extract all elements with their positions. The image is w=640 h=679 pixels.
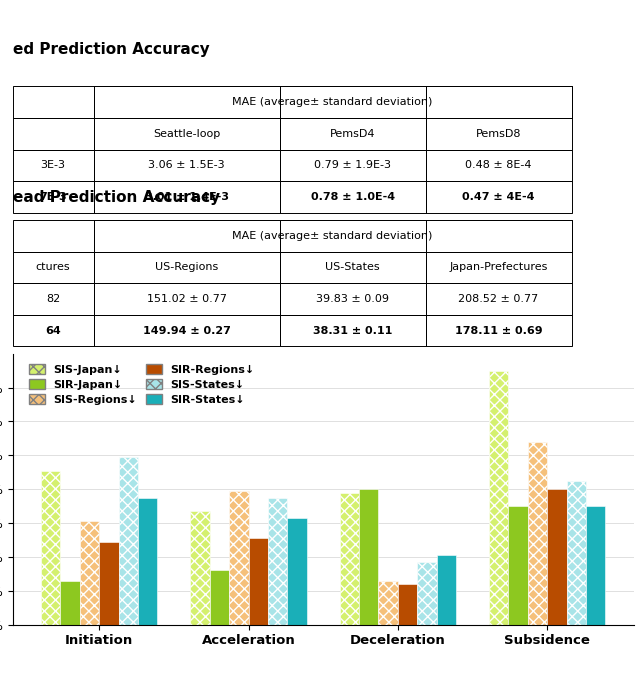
Bar	[280, 181, 426, 213]
Bar	[378, 581, 398, 625]
Bar	[93, 86, 280, 118]
Text: 149.94 ± 0.27: 149.94 ± 0.27	[143, 326, 230, 335]
Text: 3E-3: 3E-3	[41, 160, 66, 170]
Text: 0.79 ± 1.9E-3: 0.79 ± 1.9E-3	[314, 160, 391, 170]
Bar	[280, 86, 426, 118]
Text: 0.48 ± 8E-4: 0.48 ± 8E-4	[465, 160, 532, 170]
Bar	[268, 498, 287, 625]
Bar	[93, 118, 280, 149]
Bar	[93, 315, 280, 346]
Bar	[93, 220, 572, 252]
Bar	[13, 252, 93, 283]
Bar	[13, 181, 93, 213]
Bar	[417, 562, 436, 625]
Bar	[359, 490, 378, 625]
Bar	[547, 490, 566, 625]
Bar	[280, 283, 426, 315]
Bar	[210, 570, 229, 625]
Bar	[41, 471, 60, 625]
Text: Seattle-loop: Seattle-loop	[153, 129, 220, 139]
Bar	[13, 86, 93, 118]
Text: 3.06 ± 1.5E-3: 3.06 ± 1.5E-3	[148, 160, 225, 170]
Text: 0.78 ± 1.0E-4: 0.78 ± 1.0E-4	[310, 192, 395, 202]
Bar	[13, 283, 93, 315]
Text: 151.02 ± 0.77: 151.02 ± 0.77	[147, 294, 227, 304]
Bar	[13, 149, 93, 181]
Bar	[80, 521, 99, 625]
Text: 82: 82	[46, 294, 60, 304]
Bar	[13, 315, 93, 346]
Bar	[489, 371, 508, 625]
Bar	[93, 283, 280, 315]
Text: PemsD8: PemsD8	[476, 129, 522, 139]
Bar	[426, 118, 572, 149]
Bar	[280, 315, 426, 346]
Bar	[93, 220, 280, 252]
Text: Japan-Prefectures: Japan-Prefectures	[449, 263, 548, 272]
Text: ed Prediction Accuracy: ed Prediction Accuracy	[13, 42, 209, 57]
Text: MAE (average± standard deviation): MAE (average± standard deviation)	[232, 97, 433, 107]
Bar	[138, 498, 157, 625]
Bar	[60, 581, 80, 625]
Text: 208.52 ± 0.77: 208.52 ± 0.77	[458, 294, 539, 304]
Text: US-States: US-States	[325, 263, 380, 272]
Bar	[248, 538, 268, 625]
Bar	[13, 118, 93, 149]
Text: US-Regions: US-Regions	[155, 263, 218, 272]
Legend: SIS-Japan↓, SIR-Japan↓, SIS-Regions↓, SIR-Regions↓, SIS-States↓, SIR-States↓: SIS-Japan↓, SIR-Japan↓, SIS-Regions↓, SI…	[24, 359, 259, 409]
Bar	[93, 86, 572, 118]
Bar	[426, 181, 572, 213]
Bar	[398, 584, 417, 625]
Bar	[229, 491, 248, 625]
Bar	[190, 511, 210, 625]
Bar	[118, 457, 138, 625]
Bar	[566, 481, 586, 625]
Bar	[426, 252, 572, 283]
Bar	[280, 252, 426, 283]
Bar	[426, 149, 572, 181]
Bar	[586, 506, 605, 625]
Bar	[436, 555, 456, 625]
Bar	[426, 86, 572, 118]
Bar	[280, 220, 426, 252]
Text: PemsD4: PemsD4	[330, 129, 376, 139]
Text: 38.31 ± 0.11: 38.31 ± 0.11	[313, 326, 392, 335]
Bar	[287, 518, 307, 625]
Text: 178.11 ± 0.69: 178.11 ± 0.69	[455, 326, 542, 335]
Text: 64: 64	[45, 326, 61, 335]
Bar	[426, 315, 572, 346]
Text: ctures: ctures	[36, 263, 70, 272]
Bar	[528, 442, 547, 625]
Bar	[99, 542, 118, 625]
Bar	[93, 181, 280, 213]
Text: ead Prediction Accuracy: ead Prediction Accuracy	[13, 190, 220, 205]
Text: 0.47 ± 4E-4: 0.47 ± 4E-4	[462, 192, 535, 202]
Text: MAE (average± standard deviation): MAE (average± standard deviation)	[232, 231, 433, 241]
Bar	[280, 118, 426, 149]
Bar	[280, 149, 426, 181]
Text: 7E-3: 7E-3	[39, 192, 67, 202]
Bar	[13, 220, 93, 252]
Bar	[340, 492, 359, 625]
Bar	[426, 283, 572, 315]
Bar	[93, 149, 280, 181]
Text: 39.83 ± 0.09: 39.83 ± 0.09	[316, 294, 389, 304]
Bar	[93, 252, 280, 283]
Text: 3.01 ± 1.4E-3: 3.01 ± 1.4E-3	[145, 192, 228, 202]
Bar	[508, 506, 528, 625]
Bar	[426, 220, 572, 252]
